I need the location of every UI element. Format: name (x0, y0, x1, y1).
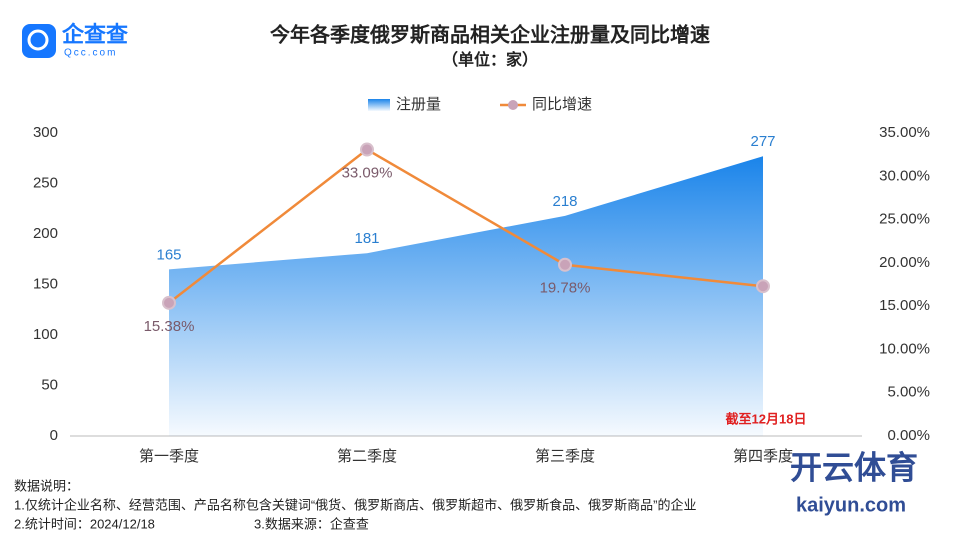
plot: 0 50 100 150 200 250 300 0.00% 5.00% 10.00% 15.00%… (33, 96, 930, 465)
y2-tick-label: 20.00% (879, 254, 930, 271)
legend-label: 注册量 (396, 96, 441, 113)
chart-subtitle: （单位：家） (442, 50, 538, 69)
y-tick-label: 250 (33, 174, 58, 191)
logo-icon (22, 24, 56, 58)
annotation: 截至12月18日 (726, 411, 807, 426)
watermark-site: kaiyun.com (796, 494, 906, 516)
value-label: 165 (156, 246, 181, 263)
legend-marker (508, 100, 518, 110)
value-label: 19.78% (540, 280, 591, 297)
y-tick-label: 50 (41, 376, 58, 393)
y2-tick-label: 10.00% (879, 340, 930, 357)
logo-text: 企查查 (61, 22, 128, 47)
y-tick-label: 0 (50, 427, 58, 444)
note: 3.数据来源：企查查 (254, 516, 369, 531)
watermark: 开云体育 kaiyun.com (790, 449, 918, 516)
y2-tick-label: 30.00% (879, 167, 930, 184)
logo: 企查查 Qcc.com (22, 22, 128, 59)
x-tick-label: 第三季度 (535, 447, 595, 465)
y2-tick-label: 0.00% (887, 427, 930, 444)
note: 数据说明： (14, 478, 79, 493)
chart-title: 今年各季度俄罗斯商品相关企业注册量及同比增速 (270, 22, 710, 46)
logo-site: Qcc.com (64, 48, 117, 59)
y-tick-label: 150 (33, 275, 58, 292)
value-label: 33.09% (342, 165, 393, 182)
value-label: 15.38% (144, 318, 195, 335)
value-label: 181 (354, 230, 379, 247)
y2-tick-label: 35.00% (879, 124, 930, 141)
point (756, 279, 770, 294)
value-label: 218 (552, 193, 577, 210)
y-tick-label: 300 (33, 124, 58, 141)
y2-tick-label: 5.00% (887, 384, 930, 401)
logo-ring (27, 29, 49, 51)
note: 1.仅统计企业名称、经营范围、产品名称包含关键词“俄货、俄罗斯商店、俄罗斯超市、… (14, 497, 697, 512)
point (162, 295, 176, 310)
y-tick-label: 100 (33, 326, 58, 343)
y-tick-label: 200 (33, 225, 58, 242)
area (169, 156, 763, 437)
legend-label: 同比增速 (532, 96, 592, 113)
x-tick-label: 第一季度 (139, 447, 199, 465)
legend-swatch (368, 99, 390, 111)
y2-tick-label: 25.00% (879, 211, 930, 228)
y2-tick-label: 15.00% (879, 297, 930, 314)
value-label: 277 (750, 133, 775, 150)
point (558, 257, 572, 272)
point (360, 142, 374, 157)
note: 2.统计时间：2024/12/18 (14, 516, 155, 531)
x-tick-label: 第四季度 (733, 447, 793, 465)
watermark-name: 开云体育 (790, 449, 918, 485)
line (168, 148, 764, 304)
x-tick-label: 第二季度 (337, 447, 397, 465)
